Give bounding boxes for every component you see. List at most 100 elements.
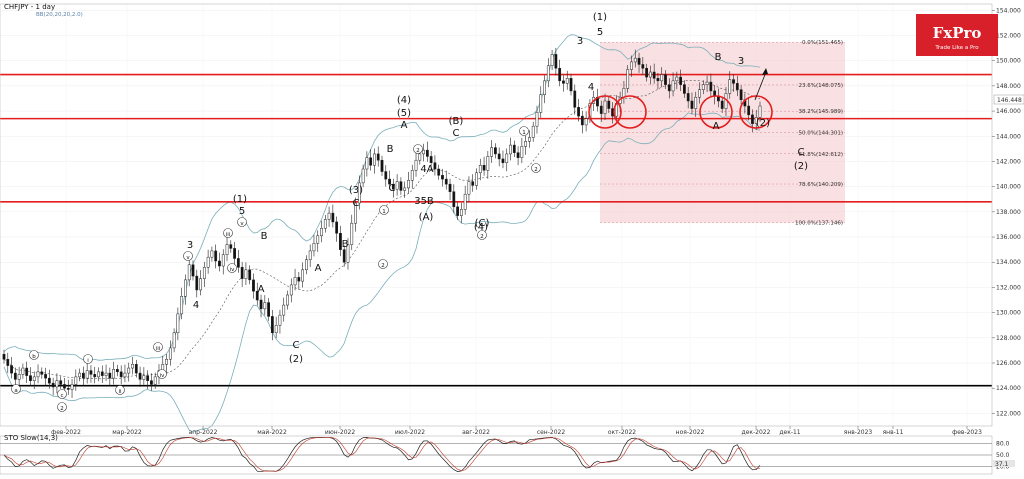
candle-body	[728, 79, 732, 94]
candle-body	[698, 89, 701, 98]
wave-label: 4	[588, 82, 594, 93]
candle-body	[645, 67, 648, 78]
wave-label: 2	[534, 167, 538, 173]
candle-body	[554, 54, 558, 69]
wave-label-ring	[531, 163, 541, 173]
candle-body	[10, 365, 13, 374]
current-price-box	[993, 94, 1024, 105]
candle-body	[622, 88, 626, 98]
candle-body	[565, 78, 569, 84]
wave-label: 35B	[414, 196, 434, 207]
x-tick-label: ноя-2022	[676, 429, 705, 436]
candle-body	[199, 278, 202, 291]
candle-body	[418, 153, 422, 161]
candle-body	[108, 372, 112, 379]
candle-body	[683, 84, 686, 94]
bollinger-basis	[3, 79, 761, 380]
candle-body	[373, 153, 376, 166]
candle-body	[274, 324, 278, 334]
wave-label: 5	[239, 206, 245, 217]
candle-body	[180, 296, 184, 315]
wave-label: 3	[187, 240, 193, 251]
wave-label: b	[32, 354, 36, 360]
candle-body	[671, 80, 675, 92]
x-tick-label: авг-2022	[462, 429, 490, 436]
wave-label: i	[87, 358, 89, 364]
y-tick-label: 148.000	[996, 83, 1021, 90]
candle-body	[172, 332, 176, 349]
candle-body	[705, 81, 709, 85]
candle-body	[146, 375, 150, 381]
candle-body	[388, 178, 391, 185]
candle-body	[531, 125, 535, 138]
chart-title: CHFJPY - 1 day	[4, 3, 55, 11]
candle-body	[55, 380, 59, 388]
candle-body	[626, 69, 630, 89]
candle-body	[433, 162, 437, 170]
y-tick-label: 136.000	[996, 234, 1021, 241]
highlight-circle	[588, 95, 622, 129]
candle-body	[36, 371, 40, 378]
candle-body	[191, 264, 195, 277]
wave-label: (A)	[419, 212, 434, 223]
candle-body	[263, 302, 267, 310]
candle-body	[240, 267, 244, 279]
candle-body	[293, 277, 297, 286]
candle-body	[138, 372, 142, 380]
candle-body	[312, 243, 316, 252]
candle-body	[89, 370, 93, 375]
candle-body	[248, 269, 252, 281]
candle-body	[51, 382, 55, 388]
candle-body	[289, 284, 293, 296]
x-tick-label: июл-2022	[395, 429, 425, 436]
wave-label: B	[715, 52, 722, 63]
wave-label: 5	[597, 27, 603, 38]
wave-label-ring	[223, 228, 233, 238]
fib-level-label: 50.0%(144.301)	[798, 130, 843, 136]
candle-body	[452, 191, 456, 208]
y-tick-label: 142.000	[996, 158, 1021, 165]
y-tick-label: 144.000	[996, 133, 1021, 140]
wave-label: (3)	[349, 185, 363, 196]
stochastic-d-line	[3, 436, 761, 472]
bollinger-bands	[3, 34, 761, 433]
fib-level-label: 0.0%(151.465)	[802, 40, 843, 46]
candle-body	[134, 364, 138, 374]
current-price-marker: 146.448	[993, 94, 1024, 105]
stochastic-panel: 80.050.020.0	[0, 435, 1010, 475]
candle-body	[70, 384, 74, 390]
wave-label: A	[258, 284, 265, 295]
candle-body	[195, 275, 199, 291]
candle-body	[520, 146, 524, 158]
highlight-circle	[739, 95, 773, 129]
stochastic-level-label: 50.0	[996, 452, 1010, 459]
wave-label: A	[315, 263, 322, 274]
x-tick-label: окт-2022	[608, 429, 636, 436]
candle-body	[342, 249, 346, 263]
wave-label: iv	[160, 373, 166, 379]
candle-body	[732, 79, 735, 84]
candle-body	[580, 115, 584, 126]
wave-label: a	[14, 388, 17, 394]
wave-label: A	[713, 121, 720, 132]
candle-body	[184, 279, 187, 297]
candle-body	[751, 114, 754, 124]
candle-body	[512, 144, 516, 153]
fib-level-label: 38.2%(145.989)	[798, 109, 843, 115]
y-tick-label: 134.000	[996, 259, 1021, 266]
candle-body	[331, 212, 335, 223]
wave-label-ring	[227, 263, 237, 273]
candle-body	[229, 244, 233, 249]
wave-label: B	[342, 239, 349, 250]
candle-body	[448, 183, 452, 192]
candle-body	[44, 374, 47, 379]
candle-body	[395, 181, 399, 190]
candle-body	[403, 187, 407, 191]
candle-body	[123, 372, 127, 378]
candle-body	[316, 235, 320, 244]
candle-body	[165, 358, 168, 365]
candle-body	[100, 371, 104, 376]
candle-body	[471, 181, 475, 186]
x-tick-label: янв-11	[883, 429, 904, 436]
candle-body	[104, 372, 108, 376]
